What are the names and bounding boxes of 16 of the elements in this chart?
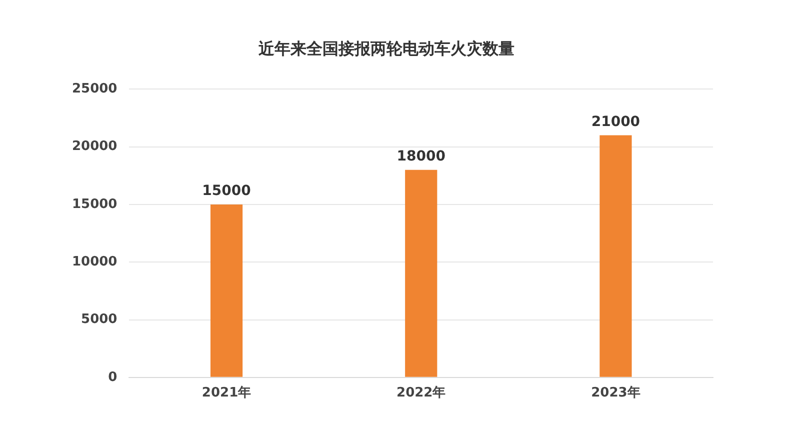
x-tick-label: 2023年 — [591, 386, 640, 401]
y-tick-label: 5000 — [81, 312, 118, 328]
x-tick-label: 2022年 — [396, 386, 446, 401]
y-tick-label: 10000 — [72, 254, 118, 270]
y-tick-label: 0 — [108, 370, 118, 385]
y-tick-label: 20000 — [72, 139, 118, 154]
bar — [600, 135, 632, 377]
data-label: 18000 — [396, 148, 446, 165]
x-tick-label: 2021年 — [202, 386, 252, 401]
data-label: 21000 — [591, 114, 640, 130]
y-tick-label: 15000 — [72, 196, 118, 212]
y-tick-label: 25000 — [72, 82, 118, 97]
chart-title: 近年来全国接报两轮电动车火灾数量 — [258, 38, 514, 58]
data-label: 15000 — [202, 183, 252, 200]
bar — [405, 170, 438, 377]
bar — [210, 204, 243, 377]
